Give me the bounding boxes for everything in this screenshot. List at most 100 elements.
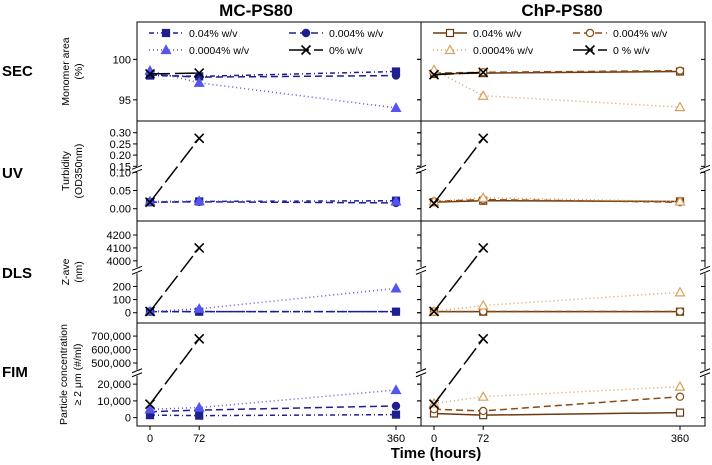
marker-x-point (428, 69, 440, 80)
marker-square-legend (445, 28, 455, 38)
series-0-sec-chp (428, 67, 489, 80)
series-line (433, 247, 484, 312)
series-line (433, 137, 484, 204)
y-tick-label: 0.30 (110, 128, 131, 140)
marker-circle-point (675, 392, 685, 401)
series-0_004-uv-mc (145, 197, 401, 208)
axis-break-mask-left (417, 369, 425, 376)
y-tick-label: 200 (113, 281, 131, 293)
series-line (433, 69, 681, 108)
axis-break-mask-left (133, 166, 141, 173)
marker-x-point (194, 242, 205, 253)
marker-x-point (144, 68, 156, 79)
panel-frame-uv-mc (136, 120, 422, 222)
legend-sec-mc: 0.04% w/v 0.004% w/v 0.0004% w/v 0% w/v (149, 28, 384, 57)
series-0_0004-fim-chp (428, 380, 686, 408)
y-axis-label-line: (nm) (73, 261, 85, 283)
series-0_004-fim-chp (429, 392, 685, 416)
series-0_004-dls-mc (145, 307, 401, 316)
y-axis-label-line: (%) (73, 63, 85, 79)
panel-dls-chp (415, 220, 711, 324)
legend-label: 0.04% w/v (189, 28, 238, 40)
y-tick-label: 0.20 (110, 150, 131, 162)
axis-break-mark-left (131, 265, 143, 275)
y-axis-label-line: Monomer area (60, 37, 72, 105)
series-0_004-sec-mc (145, 70, 401, 82)
y-tick-label: 4000 (107, 256, 131, 268)
legend-label: 0% w/v (329, 45, 364, 57)
marker-x-point (428, 198, 440, 209)
marker-circle-legend (585, 28, 595, 38)
marker-triangle-legend (160, 44, 172, 55)
y-axis-label-line: Z-ave (60, 258, 72, 285)
panel-frame-uv-chp (420, 120, 706, 222)
legend-label: 0.0004% w/v (473, 45, 534, 57)
x-tick-label: 72 (477, 433, 489, 445)
series-0-fim-mc (144, 333, 205, 410)
marker-x-point (478, 242, 489, 253)
y-tick-label: 0.15 (110, 161, 131, 173)
axis-break-mark-right (699, 265, 711, 275)
y-tick-label: 0.10 (110, 167, 131, 179)
x-tick-label: 0 (147, 433, 153, 445)
legend-label: 0.04% w/v (473, 28, 522, 40)
series-0_0004-uv-chp (428, 192, 686, 206)
axis-break-mask-right (701, 166, 709, 173)
marker-x-point (194, 68, 205, 79)
marker-x-point (428, 399, 440, 410)
column-title-chp: ChP-PS80 (521, 1, 602, 20)
series-0_004-dls-chp (429, 307, 685, 316)
series-line (149, 287, 397, 313)
legend-sec-chp: 0.04% w/v 0.004% w/v 0.0004% w/v 0 % w/v (433, 28, 668, 57)
marker-triangle-point (144, 403, 156, 414)
panel-fim-chp: 0 72 360 (415, 322, 711, 445)
axis-break-mask-left (417, 166, 425, 173)
y-axis-label-line: (OD350nm) (73, 144, 85, 199)
marker-circle-point (391, 401, 401, 411)
marker-x-legend (300, 44, 312, 56)
row-label-uv: UV (2, 165, 23, 182)
marker-x-point (144, 306, 156, 317)
row-label-dls: DLS (2, 265, 32, 282)
series-line (433, 395, 681, 412)
marker-circle-point (391, 71, 401, 80)
y-tick-label: 0.05 (110, 186, 131, 198)
marker-circle-point (675, 307, 685, 316)
x-tick-label: 360 (387, 433, 405, 445)
axis-break-mask-left (133, 369, 141, 376)
y-tick-label: 600,000 (91, 345, 131, 357)
marker-square-point (675, 408, 685, 417)
marker-triangle-point (477, 299, 489, 310)
y-tick-label: 0.25 (110, 139, 131, 151)
series-line (149, 338, 200, 405)
y-tick-label: 700,000 (91, 331, 131, 343)
marker-x-point (194, 333, 205, 344)
series-line (149, 72, 200, 75)
series-0-fim-chp (428, 333, 489, 410)
series-line (433, 197, 681, 203)
marker-triangle-point (674, 195, 686, 206)
legend-label: 0 % w/v (613, 45, 651, 57)
series-0_004-fim-mc (145, 401, 401, 416)
marker-circle-point (391, 307, 401, 316)
y-axis-label-line: Turbidity (60, 150, 72, 191)
panel-uv-chp (415, 120, 711, 222)
series-0-dls-mc (144, 242, 205, 317)
marker-triangle-point (193, 195, 205, 206)
marker-triangle-point (390, 195, 402, 206)
y-tick-label: 0.00 (110, 204, 131, 216)
marker-triangle-point (390, 384, 402, 395)
marker-circle-point (675, 66, 685, 75)
series-0-uv-chp (428, 133, 489, 209)
marker-triangle-point (193, 401, 205, 412)
panel-frame-fim-mc (136, 322, 422, 427)
axis-break-mark-left (415, 265, 427, 275)
y-tick-label: 10,000 (97, 396, 131, 408)
marker-x-point (194, 133, 205, 144)
marker-x-point (428, 306, 440, 317)
panel-frame-fim-chp (420, 322, 706, 427)
legend-label: 0.004% w/v (613, 28, 668, 40)
